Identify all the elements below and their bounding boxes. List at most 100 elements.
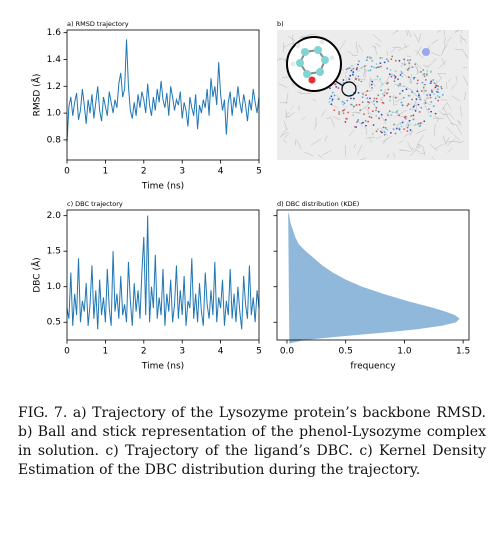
atom	[391, 73, 393, 76]
atom	[350, 103, 353, 106]
atom	[401, 104, 404, 106]
texture-line	[442, 135, 446, 145]
texture-line	[414, 33, 420, 43]
atom	[406, 59, 409, 62]
x-tick-label: 1	[103, 167, 109, 177]
atom	[411, 98, 414, 101]
y-tick-label: 1.4	[47, 55, 62, 65]
atom	[367, 69, 370, 72]
texture-line	[410, 88, 417, 97]
texture-line	[386, 75, 390, 82]
atom	[389, 131, 392, 134]
atom	[398, 127, 401, 130]
texture-line	[441, 102, 448, 111]
atom	[400, 72, 403, 75]
atom	[435, 90, 438, 93]
atom	[402, 85, 405, 88]
texture-line	[416, 70, 420, 75]
atom	[394, 96, 397, 99]
texture-line	[410, 130, 413, 137]
atom	[409, 108, 412, 111]
atom	[330, 103, 333, 106]
atom	[404, 117, 407, 120]
texture-line	[415, 101, 417, 110]
atom	[393, 80, 396, 83]
x-tick-label: 2	[141, 347, 147, 357]
atom	[388, 73, 391, 76]
atom	[330, 95, 333, 98]
texture-line	[405, 120, 410, 127]
atom	[417, 94, 420, 97]
atom	[361, 96, 364, 99]
texture-line	[454, 30, 460, 33]
atom	[440, 87, 443, 90]
atom	[427, 97, 429, 100]
texture-line	[365, 136, 375, 139]
molecule-render	[277, 30, 469, 160]
texture-line	[359, 103, 370, 112]
texture-line	[446, 141, 459, 143]
texture-line	[438, 60, 447, 69]
texture-line	[402, 72, 412, 81]
texture-line	[418, 33, 422, 42]
texture-line	[457, 126, 463, 135]
panel-title: c) DBC trajectory	[67, 200, 123, 208]
atom	[371, 80, 374, 83]
atom	[429, 94, 432, 96]
caption: FIG. 7. a) Trajectory of the Lysozyme pr…	[18, 405, 486, 478]
atom	[383, 131, 386, 133]
atom	[337, 87, 340, 89]
texture-line	[462, 50, 468, 57]
atom	[383, 133, 386, 136]
atom	[358, 60, 360, 63]
texture-line	[416, 129, 427, 134]
atom	[430, 70, 432, 73]
texture-line	[444, 36, 446, 45]
atom	[399, 122, 402, 125]
texture-line	[443, 30, 445, 36]
texture-line	[312, 98, 317, 102]
texture-line	[317, 154, 323, 158]
texture-line	[459, 34, 468, 44]
atom	[354, 125, 356, 128]
atom	[433, 82, 436, 85]
texture-line	[407, 122, 413, 126]
texture-line	[363, 67, 366, 78]
atom	[365, 124, 367, 127]
atom	[355, 68, 358, 71]
texture-line	[449, 122, 459, 127]
texture-line	[437, 73, 442, 79]
texture-line	[365, 127, 368, 136]
atom	[338, 113, 341, 115]
atom	[352, 67, 355, 70]
texture-line	[277, 125, 278, 126]
atom	[401, 62, 404, 65]
atom	[368, 115, 371, 118]
atom	[421, 81, 424, 84]
atom	[430, 89, 433, 92]
atom	[376, 75, 379, 78]
texture-line	[349, 66, 356, 73]
ion	[422, 48, 430, 56]
texture-line	[379, 95, 385, 99]
atom	[342, 79, 345, 81]
y-tick-label: 1.6	[47, 28, 62, 38]
texture-line	[446, 116, 454, 126]
y-axis-label: DBC (Å)	[31, 257, 43, 292]
texture-line	[392, 30, 399, 35]
texture-line	[446, 36, 452, 43]
atom	[328, 101, 331, 103]
texture-line	[460, 105, 462, 117]
y-tick-label: 1.2	[47, 82, 61, 92]
atom	[355, 104, 358, 106]
atom	[352, 114, 355, 117]
atom	[398, 114, 401, 117]
atom	[350, 69, 353, 72]
axes-frame	[66, 209, 260, 341]
texture-line	[364, 106, 373, 116]
texture-line	[329, 116, 335, 128]
atom	[375, 130, 378, 133]
atom	[375, 115, 378, 117]
atom	[400, 101, 403, 104]
texture-line	[355, 77, 366, 81]
